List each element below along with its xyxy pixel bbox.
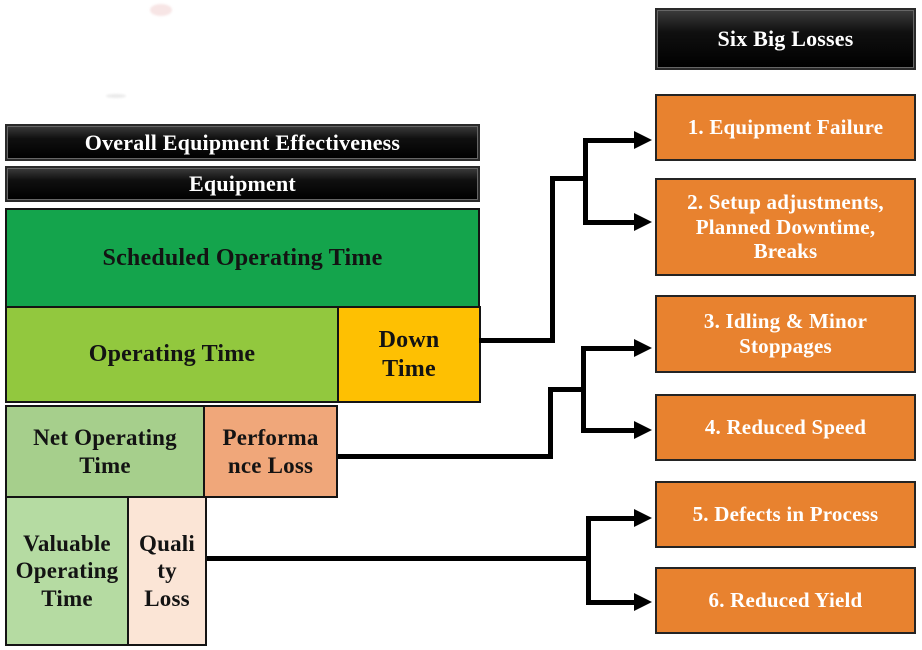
loss-box-1-equipment-failure: 1. Equipment Failure [655, 94, 916, 161]
loss-box-6-label: 6. Reduced Yield [708, 588, 863, 613]
bar-down-time: Down Time [337, 306, 481, 403]
loss-box-6-reduced-yield: 6. Reduced Yield [655, 567, 916, 634]
bar-quality-loss: Quali ty Loss [127, 496, 207, 646]
arrow-right-icon [634, 421, 652, 439]
equipment-header-label: Equipment [189, 171, 296, 197]
connector-line [550, 176, 555, 343]
connector-line [548, 387, 553, 459]
loss-box-1-label: 1. Equipment Failure [687, 115, 884, 140]
oee-header-bar: Overall Equipment Effectiveness [5, 124, 480, 161]
arrow-right-icon [634, 131, 652, 149]
bar-performance-loss-label: Performa nce Loss [222, 425, 319, 478]
connector-line [581, 428, 635, 433]
stray-mark [106, 94, 126, 98]
equipment-header-bar: Equipment [5, 166, 480, 202]
bar-scheduled-operating-time: Scheduled Operating Time [5, 208, 480, 308]
loss-box-4-label: 4. Reduced Speed [704, 415, 867, 440]
loss-box-5-defects-in-process: 5. Defects in Process [655, 481, 916, 548]
connector-line [338, 454, 553, 459]
connector-line [207, 556, 591, 561]
loss-box-2-label: 2. Setup adjustments, Planned Downtime, … [687, 189, 884, 264]
loss-box-5-label: 5. Defects in Process [692, 502, 879, 527]
loss-box-3-idling-minor-stoppages: 3. Idling & Minor Stoppages [655, 295, 916, 373]
connector-line [586, 600, 635, 605]
connector-line [548, 387, 586, 392]
connector-line [581, 346, 586, 433]
connector-line [479, 338, 555, 343]
bar-operating-time-label: Operating Time [88, 341, 256, 368]
bar-performance-loss: Performa nce Loss [203, 405, 338, 498]
arrow-right-icon [634, 593, 652, 611]
connector-line [586, 516, 591, 605]
connector-line [550, 176, 588, 181]
arrow-right-icon [634, 339, 652, 357]
connector-line [581, 346, 635, 351]
connector-line [586, 516, 635, 521]
connector-line [583, 138, 588, 225]
loss-box-4-reduced-speed: 4. Reduced Speed [655, 394, 916, 461]
arrow-right-icon [634, 509, 652, 527]
oee-header-label: Overall Equipment Effectiveness [84, 129, 401, 155]
six-big-losses-header-label: Six Big Losses [717, 26, 854, 52]
bar-operating-time: Operating Time [5, 306, 339, 403]
connector-line [583, 138, 635, 143]
bar-scheduled-operating-time-label: Scheduled Operating Time [102, 244, 383, 271]
bar-down-time-label: Down Time [378, 327, 440, 382]
bar-valuable-operating-time-label: Valuable Operating Time [15, 531, 119, 611]
loss-box-3-label: 3. Idling & Minor Stoppages [703, 309, 868, 358]
bar-valuable-operating-time: Valuable Operating Time [5, 496, 129, 646]
bar-quality-loss-label: Quali ty Loss [139, 531, 195, 611]
loss-box-2-setup-adjustments: 2. Setup adjustments, Planned Downtime, … [655, 178, 916, 276]
bar-net-operating-time-label: Net Operating Time [33, 425, 177, 478]
stray-mark [150, 4, 172, 16]
connector-line [583, 220, 635, 225]
bar-net-operating-time: Net Operating Time [5, 405, 205, 498]
arrow-right-icon [634, 213, 652, 231]
six-big-losses-header: Six Big Losses [655, 8, 916, 70]
